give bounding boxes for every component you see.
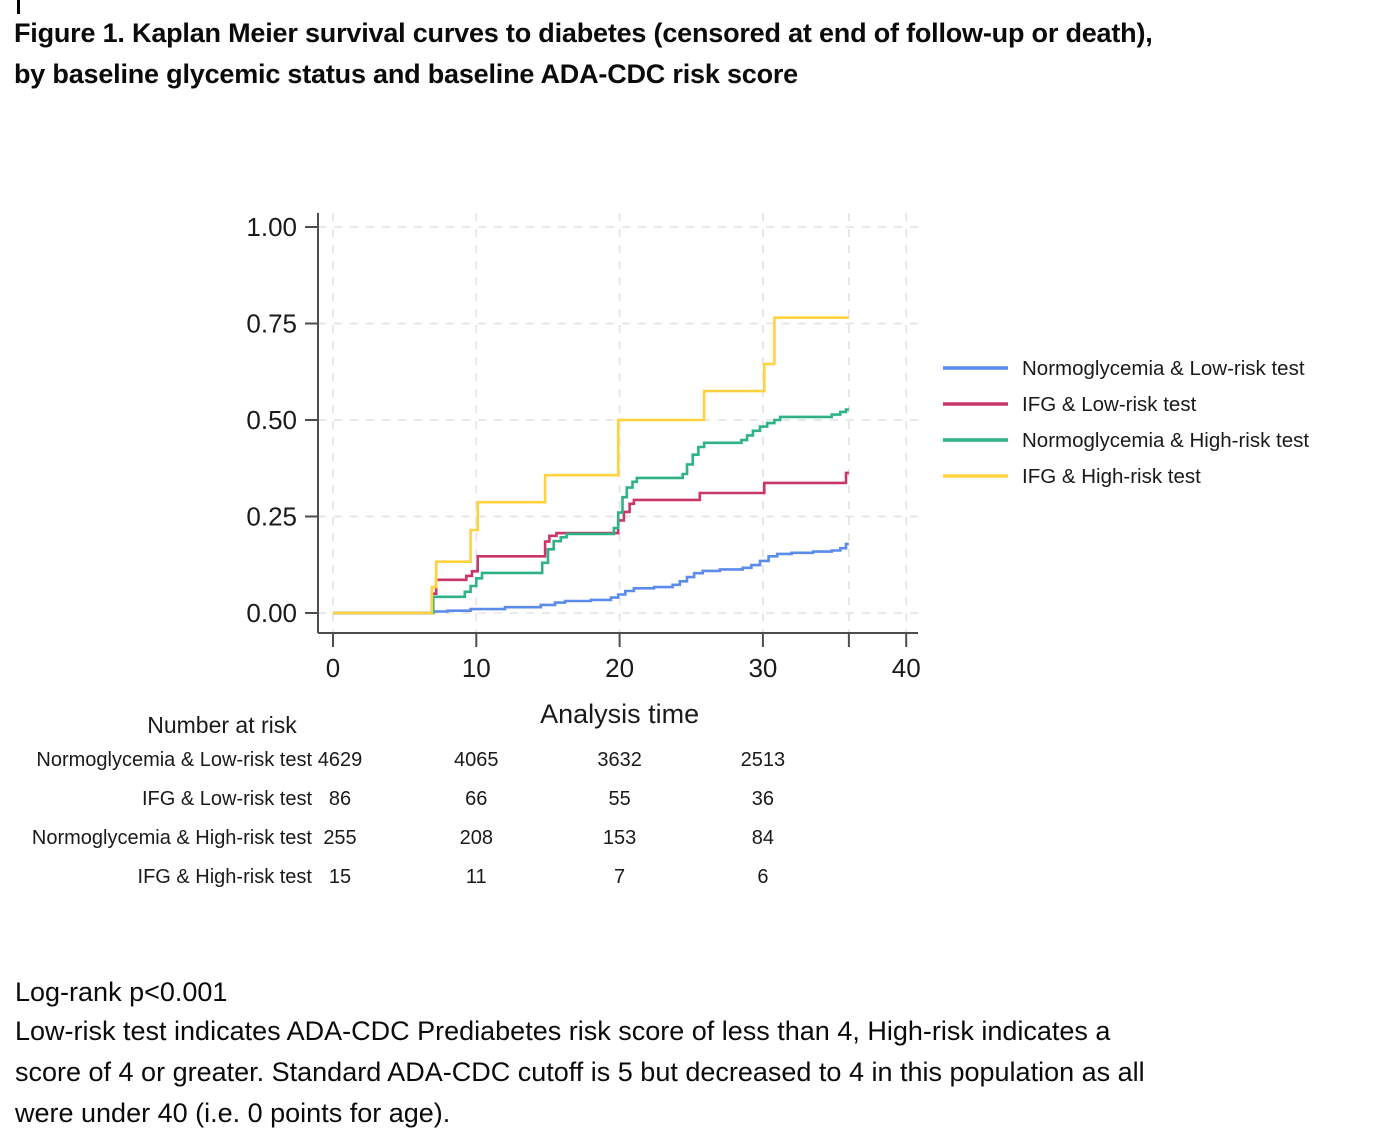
km-curve: [333, 542, 849, 615]
y-tick-label: 0.75: [246, 309, 297, 339]
risk-count: 15: [329, 866, 351, 888]
legend-label: IFG & High-risk test: [1022, 465, 1201, 488]
risk-row-label: IFG & Low-risk test: [142, 788, 312, 810]
risk-count: 255: [323, 827, 356, 849]
text-cursor-mark: [17, 0, 20, 14]
x-axis-title: Analysis time: [540, 699, 699, 729]
risk-count: 208: [460, 827, 493, 849]
risk-count: 55: [608, 788, 630, 810]
figure-title-line1: Figure 1. Kaplan Meier survival curves t…: [14, 18, 1153, 48]
risk-count: 4065: [454, 749, 499, 771]
risk-count: 36: [752, 788, 774, 810]
risk-count: 153: [603, 827, 636, 849]
km-survival-chart: 0.00 0.25 0.50 0.75 1.00 0 10 20 30 40 Analysis ti…: [32, 212, 1309, 888]
y-tick-label: 1.00: [246, 212, 297, 242]
footnote-line: Low-risk test indicates ADA-CDC Prediabe…: [15, 1016, 1111, 1046]
risk-count: 11: [466, 866, 487, 888]
risk-row-label: Normoglycemia & Low-risk test: [36, 749, 312, 771]
legend-label: IFG & Low-risk test: [1022, 393, 1197, 416]
risk-table-header: Number at risk: [147, 712, 297, 738]
figure-title: Figure 1. Kaplan Meier survival curves t…: [14, 13, 1364, 95]
logrank-pvalue: Log-rank p<0.001: [15, 977, 228, 1007]
y-tick-label: 0.00: [246, 598, 297, 628]
km-curve: [333, 408, 849, 615]
risk-count: 84: [752, 827, 774, 849]
x-tick-label: 40: [892, 653, 921, 683]
risk-row-label: Normoglycemia & High-risk test: [32, 827, 313, 849]
x-tick-label: 0: [326, 653, 340, 683]
km-curve: [333, 316, 849, 615]
y-tick-label: 0.50: [246, 405, 297, 435]
risk-count: 86: [329, 788, 351, 810]
footnote-line: were under 40 (i.e. 0 points for age).: [15, 1098, 451, 1128]
y-tick-label: 0.25: [246, 502, 297, 532]
legend-label: Normoglycemia & Low-risk test: [1022, 357, 1305, 380]
risk-row-label: IFG & High-risk test: [138, 866, 313, 888]
risk-count: 7: [614, 866, 625, 888]
km-curve: [333, 471, 849, 615]
x-tick-label: 10: [462, 653, 491, 683]
legend-label: Normoglycemia & High-risk test: [1022, 429, 1309, 452]
risk-count: 66: [465, 788, 487, 810]
x-tick-label: 20: [605, 653, 634, 683]
risk-count: 3632: [597, 749, 642, 771]
risk-count: 6: [757, 866, 768, 888]
risk-count: 4629: [318, 749, 363, 771]
footnote-line: score of 4 or greater. Standard ADA-CDC …: [15, 1057, 1145, 1087]
x-tick-label: 30: [748, 653, 777, 683]
risk-count: 2513: [741, 749, 786, 771]
figure-footnote: Log-rank p<0.001 Low-risk test indicates…: [15, 974, 1335, 1134]
figure-title-line2: by baseline glycemic status and baseline…: [14, 59, 798, 89]
